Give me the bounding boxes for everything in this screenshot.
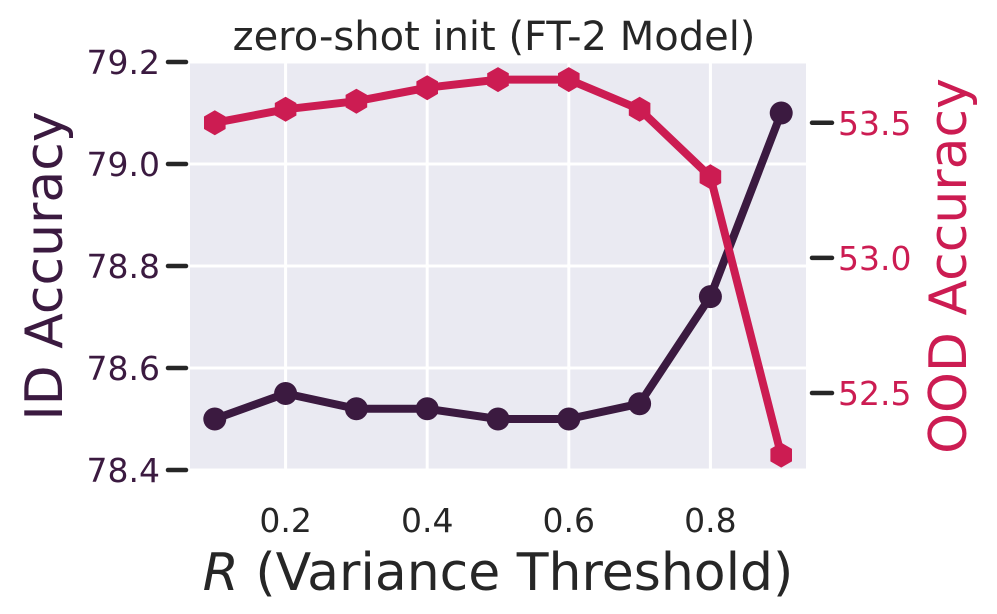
x-tick-label: 0.2 <box>259 501 311 540</box>
right-y-tick-label: 52.5 <box>838 374 911 413</box>
chart-title: zero-shot init (FT-2 Model) <box>233 14 756 60</box>
left-y-tick-label: 78.4 <box>87 451 160 490</box>
x-tick-label: 0.8 <box>684 501 736 540</box>
data-point <box>204 110 226 136</box>
right-y-tick-label: 53.0 <box>838 239 911 278</box>
data-point <box>274 96 297 122</box>
data-point <box>487 67 509 93</box>
x-tick-label: 0.4 <box>401 501 453 540</box>
left-y-tick-label: 79.0 <box>87 145 160 184</box>
data-point <box>344 397 368 421</box>
data-point <box>486 407 510 431</box>
data-point <box>628 96 651 122</box>
x-axis-label-variable: R <box>203 543 239 603</box>
data-point <box>628 392 652 416</box>
data-point <box>203 407 227 431</box>
right-y-axis: 52.5 53.0 53.5 <box>809 104 911 413</box>
data-point <box>415 397 439 421</box>
data-point <box>698 285 722 309</box>
grid-lines <box>190 60 806 472</box>
data-point <box>558 67 580 93</box>
left-y-tick-label: 78.8 <box>87 247 160 286</box>
left-y-tick-label: 78.6 <box>87 349 160 388</box>
data-point <box>557 407 581 431</box>
left-y-tick-label: 79.2 <box>87 43 160 82</box>
x-axis: 0.2 0.4 0.6 0.8 <box>259 501 736 540</box>
data-point <box>416 75 438 101</box>
left-y-axis: 78.4 78.6 78.8 79.0 79.2 <box>87 43 189 490</box>
series-id-accuracy <box>203 101 793 431</box>
series-layer <box>203 67 793 468</box>
data-point <box>699 164 722 190</box>
data-point <box>274 382 298 405</box>
x-axis-label-text: (Variance Threshold) <box>239 543 794 603</box>
x-tick-label: 0.6 <box>543 501 595 540</box>
data-point <box>769 101 793 125</box>
right-y-tick-label: 53.5 <box>838 104 911 143</box>
series-ood-accuracy <box>204 67 792 468</box>
data-point <box>345 88 368 114</box>
data-point <box>770 442 792 468</box>
x-axis-label: R (Variance Threshold) <box>203 543 794 603</box>
right-y-axis-label: OOD Accuracy <box>919 78 979 454</box>
left-y-axis-label: ID Accuracy <box>15 111 75 420</box>
